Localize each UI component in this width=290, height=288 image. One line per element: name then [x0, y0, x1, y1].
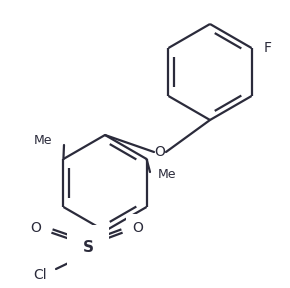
Text: Me: Me [34, 134, 52, 147]
Text: O: O [30, 221, 41, 235]
Text: Me: Me [158, 168, 177, 181]
Text: O: O [155, 145, 165, 159]
Text: S: S [82, 240, 93, 255]
Text: Cl: Cl [33, 268, 47, 282]
Text: O: O [133, 221, 144, 235]
Text: F: F [264, 41, 271, 55]
